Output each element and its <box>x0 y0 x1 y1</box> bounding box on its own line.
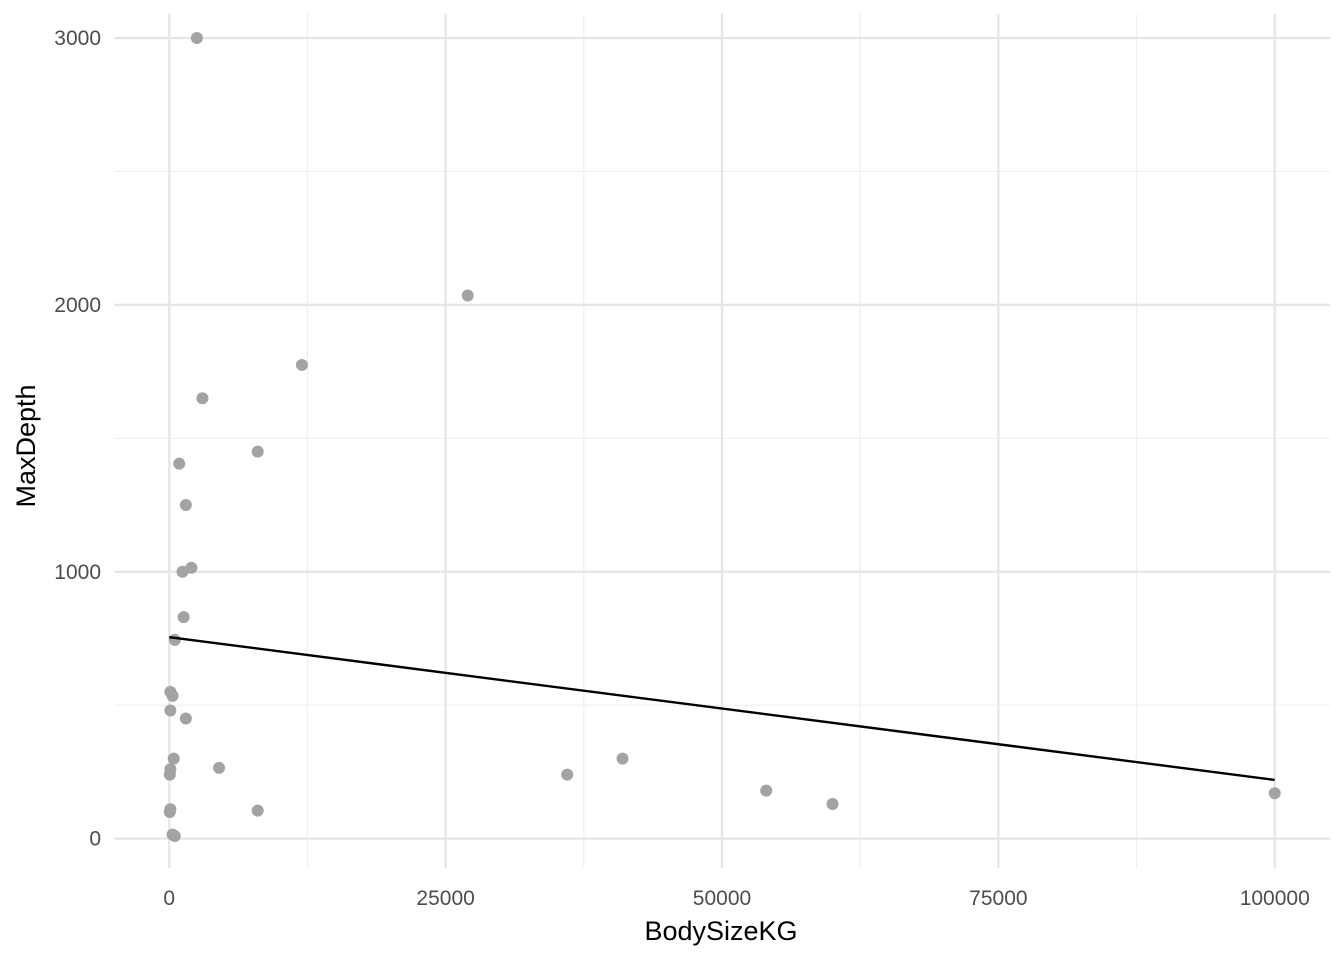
data-point <box>176 565 189 578</box>
data-point <box>163 805 176 818</box>
x-tick-label: 75000 <box>969 887 1027 910</box>
data-point <box>616 752 629 765</box>
x-tick-label: 25000 <box>416 887 474 910</box>
major-gridlines <box>114 14 1330 868</box>
data-point <box>163 768 176 781</box>
data-point <box>173 457 186 470</box>
data-point <box>760 784 773 797</box>
tick-labels: 0 25000 50000 75000 100000 0 1000 2000 3000 <box>54 27 1309 910</box>
x-tick-label: 100000 <box>1240 887 1310 910</box>
data-point <box>251 804 264 817</box>
trend-line-group <box>169 635 1275 782</box>
data-point <box>295 358 308 371</box>
data-point <box>168 829 181 842</box>
data-point <box>461 289 474 302</box>
data-point <box>1268 787 1281 800</box>
y-axis-title: MaxDepth <box>11 384 41 507</box>
data-point <box>196 392 209 405</box>
y-tick-label: 1000 <box>54 561 101 584</box>
data-point <box>177 611 190 624</box>
data-point <box>179 499 192 512</box>
trend-line <box>169 635 1275 782</box>
data-point <box>190 32 203 45</box>
data-point <box>164 704 177 717</box>
data-point <box>168 633 181 646</box>
data-point <box>826 797 839 810</box>
data-point <box>179 712 192 725</box>
y-tick-label: 3000 <box>54 27 101 50</box>
data-points <box>163 32 1281 842</box>
y-tick-label: 0 <box>89 828 101 851</box>
data-point <box>167 752 180 765</box>
data-point <box>561 768 574 781</box>
data-point <box>166 689 179 702</box>
data-point <box>251 445 264 458</box>
x-tick-label: 0 <box>163 887 175 910</box>
y-tick-label: 2000 <box>54 294 101 317</box>
data-point <box>213 761 226 774</box>
x-tick-label: 50000 <box>693 887 751 910</box>
x-axis-title: BodySizeKG <box>644 916 797 946</box>
